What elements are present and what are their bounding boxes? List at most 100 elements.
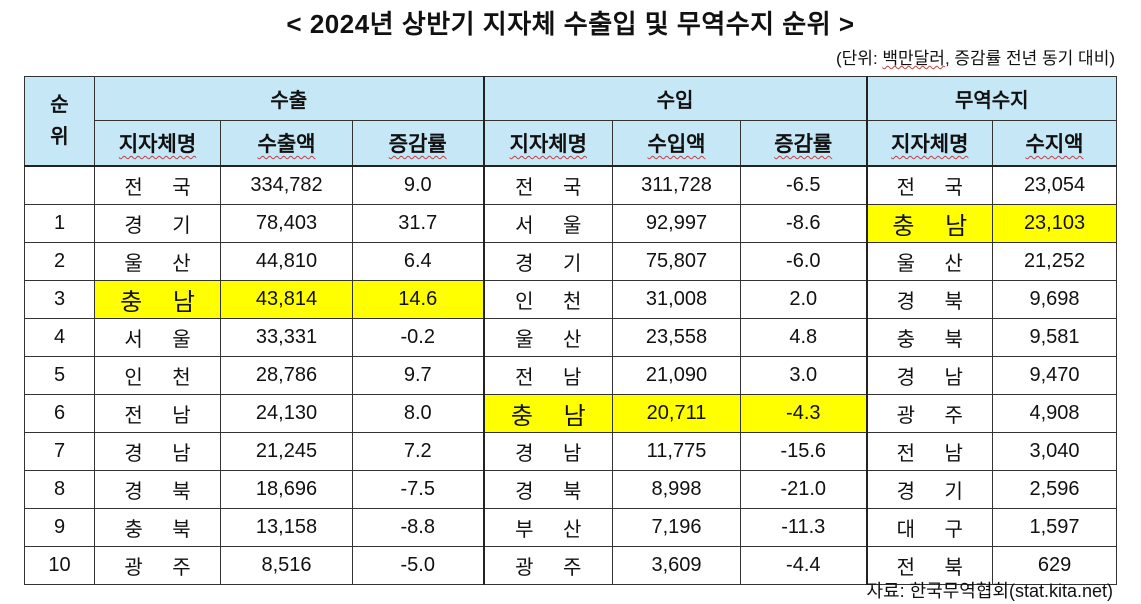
import-rate-cell: 3.0	[740, 356, 868, 395]
import-region-cell: 충 남	[482, 394, 614, 433]
balance-region-cell: 전 남	[865, 432, 994, 471]
import-amount-cell: 20,711	[612, 394, 742, 433]
export-region-cell: 서 울	[94, 318, 221, 357]
export-amount-cell: 44,810	[220, 242, 353, 281]
import-amount-header-text: 수입액	[647, 133, 706, 156]
import-amount-cell: 75,807	[612, 242, 742, 281]
export-rate-header-text: 증감률	[388, 133, 447, 156]
import-rate-cell: 2.0	[740, 280, 868, 319]
export-amount-cell: 33,331	[220, 318, 353, 357]
import-amount-cell: 7,196	[612, 508, 742, 547]
export-rate-cell: -5.0	[351, 546, 485, 585]
ranking-table-body: 전 국 334,782 9.0 전 국 311,728 -6.5 전 국 23,054 1 경 기…	[24, 165, 1118, 585]
import-region-cell: 전 남	[482, 356, 614, 395]
rank-header-line1: 순	[50, 94, 69, 116]
balance-amount-cell: 9,581	[992, 318, 1118, 357]
export-amount-cell: 13,158	[220, 508, 353, 547]
balance-amount-cell: 629	[992, 546, 1118, 585]
import-amount-cell: 8,998	[612, 470, 742, 509]
import-region-cell: 경 북	[482, 470, 614, 509]
source-note: 자료: 한국무역협회(stat.kita.net)	[866, 581, 1113, 601]
export-region-cell: 인 천	[94, 356, 221, 395]
import-region-cell: 광 주	[482, 546, 614, 585]
balance-region-header: 지자체명	[865, 120, 994, 167]
rank-cell: 1	[24, 204, 95, 243]
rank-cell: 9	[24, 508, 95, 547]
rank-cell: 6	[24, 394, 95, 433]
import-rate-cell: -6.0	[740, 242, 868, 281]
import-group-header: 수입	[482, 76, 868, 121]
balance-region-header-text: 지자체명	[891, 133, 969, 156]
balance-region-cell: 충 남	[865, 204, 994, 243]
import-amount-cell: 31,008	[612, 280, 742, 319]
balance-group-header: 무역수지	[865, 76, 1118, 121]
balance-region-cell: 경 북	[865, 280, 994, 319]
export-amount-cell: 334,782	[220, 165, 353, 205]
import-region-header: 지자체명	[482, 120, 614, 167]
import-rate-cell: -11.3	[740, 508, 868, 547]
export-amount-cell: 8,516	[220, 546, 353, 585]
balance-amount-cell: 1,597	[992, 508, 1118, 547]
export-amount-cell: 43,814	[220, 280, 353, 319]
export-amount-cell: 28,786	[220, 356, 353, 395]
export-amount-cell: 18,696	[220, 470, 353, 509]
unit-suffix: , 증감률 전년 동기 대비)	[944, 49, 1115, 68]
export-rate-cell: -0.2	[351, 318, 485, 357]
export-region-cell: 광 주	[94, 546, 221, 585]
export-region-cell: 전 남	[94, 394, 221, 433]
balance-amount-cell: 23,054	[992, 165, 1118, 205]
balance-amount-header: 수지액	[992, 120, 1118, 167]
export-region-cell: 충 북	[94, 508, 221, 547]
import-rate-cell: 4.8	[740, 318, 868, 357]
balance-amount-cell: 2,596	[992, 470, 1118, 509]
export-amount-cell: 21,245	[220, 432, 353, 471]
rank-cell: 7	[24, 432, 95, 471]
rank-cell: 8	[24, 470, 95, 509]
import-region-cell: 서 울	[482, 204, 614, 243]
balance-amount-cell: 21,252	[992, 242, 1118, 281]
import-rate-cell: -6.5	[740, 165, 868, 205]
import-region-cell: 전 국	[482, 165, 614, 205]
export-rate-cell: -8.8	[351, 508, 485, 547]
export-amount-header: 수출액	[220, 120, 353, 167]
export-rate-cell: 14.6	[351, 280, 485, 319]
balance-region-cell: 대 구	[865, 508, 994, 547]
export-rate-cell: 9.0	[351, 165, 485, 205]
import-rate-header: 증감률	[740, 120, 868, 167]
import-rate-cell: -15.6	[740, 432, 868, 471]
import-rate-cell: -4.3	[740, 394, 868, 433]
rank-cell	[24, 165, 95, 205]
export-rate-header: 증감률	[351, 120, 485, 167]
balance-amount-cell: 9,698	[992, 280, 1118, 319]
balance-region-cell: 광 주	[865, 394, 994, 433]
import-amount-cell: 21,090	[612, 356, 742, 395]
export-amount-cell: 78,403	[220, 204, 353, 243]
balance-amount-cell: 23,103	[992, 204, 1118, 243]
rank-cell: 3	[24, 280, 95, 319]
import-rate-header-text: 증감률	[774, 133, 833, 156]
export-amount-header-text: 수출액	[257, 133, 316, 156]
balance-region-cell: 전 국	[865, 165, 994, 205]
import-rate-cell: -4.4	[740, 546, 868, 585]
export-rate-cell: 31.7	[351, 204, 485, 243]
export-group-header: 수출	[93, 76, 485, 121]
rank-header-line2: 위	[50, 126, 69, 148]
rank-cell: 5	[24, 356, 95, 395]
export-amount-cell: 24,130	[220, 394, 353, 433]
import-amount-cell: 92,997	[612, 204, 742, 243]
table-row: 전 국 334,782 9.0 전 국 311,728 -6.5 전 국 23,054	[24, 165, 1118, 205]
import-rate-cell: -8.6	[740, 204, 868, 243]
import-region-cell: 경 남	[482, 432, 614, 471]
export-region-header-text: 지자체명	[118, 133, 197, 156]
export-rate-cell: 6.4	[351, 242, 485, 281]
unit-prefix: (단위:	[836, 49, 883, 68]
